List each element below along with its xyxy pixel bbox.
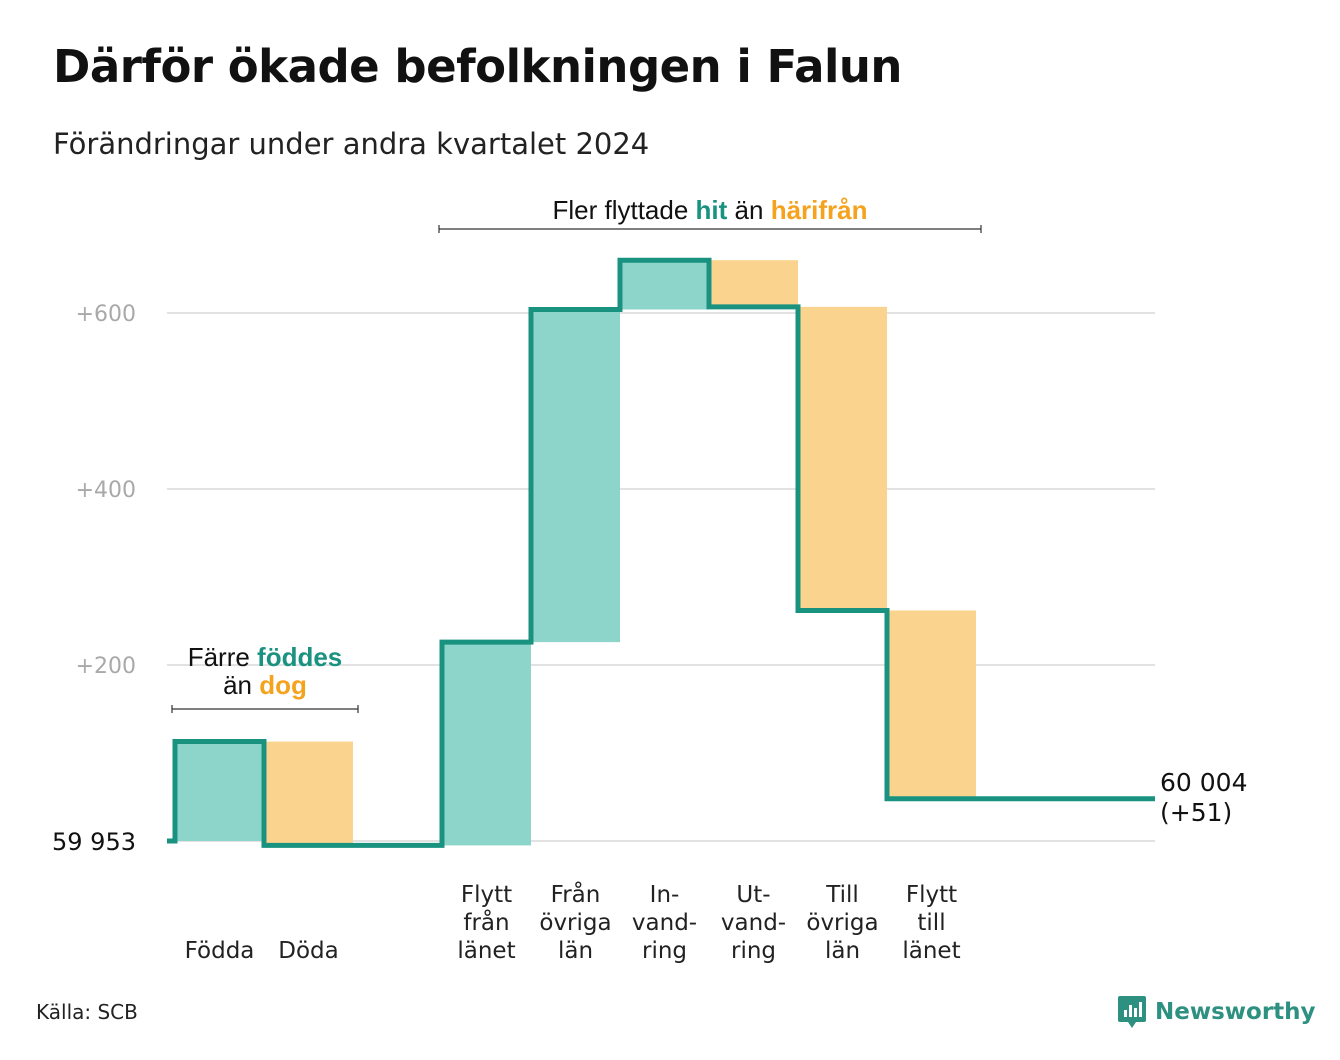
category-label: länet bbox=[902, 938, 960, 964]
newsworthy-logo-icon bbox=[1118, 996, 1146, 1028]
baseline-value-label: 59 953 bbox=[52, 828, 136, 856]
bar-decrease bbox=[709, 260, 798, 307]
final-value-label: 60 004 bbox=[1160, 768, 1247, 797]
category-label: Flytt bbox=[461, 882, 512, 908]
annotation-text-part: hit bbox=[696, 195, 728, 225]
category-label: In- bbox=[650, 882, 680, 908]
bar-decrease bbox=[264, 741, 353, 846]
category-label: län bbox=[558, 938, 593, 964]
annotation-text: än dog bbox=[223, 670, 307, 700]
category-label: vand- bbox=[721, 910, 786, 936]
newsworthy-logo-text: Newsworthy bbox=[1155, 999, 1316, 1025]
chart-title: Därför ökade befolkningen i Falun bbox=[53, 40, 902, 93]
category-label: Från bbox=[551, 880, 601, 908]
category-label: Ut- bbox=[736, 882, 770, 908]
annotation-text: Fler flyttade hit än härifrån bbox=[552, 195, 867, 225]
bar-increase bbox=[442, 642, 531, 846]
annotation-text-part: föddes bbox=[257, 642, 342, 672]
waterfall-chart: +200+400+600 Födda DödaFlyttfrånlänetFrån… bbox=[52, 195, 1247, 964]
y-tick-label: +400 bbox=[76, 478, 136, 503]
category-label: Döda bbox=[278, 938, 338, 964]
category-label: Flytt bbox=[906, 882, 957, 908]
category-label: länet bbox=[457, 938, 515, 964]
chart-subtitle: Förändringar under andra kvartalet 2024 bbox=[53, 127, 650, 161]
annotation-text-part: Färre bbox=[188, 642, 257, 672]
category-label: Födda bbox=[185, 938, 255, 964]
category-label: ring bbox=[731, 938, 776, 964]
cumulative-step-line bbox=[167, 257, 1155, 848]
newsworthy-logo: Newsworthy bbox=[1117, 994, 1316, 1030]
y-tick-label: +200 bbox=[76, 654, 136, 679]
bar-increase bbox=[175, 741, 264, 841]
category-label: vand- bbox=[632, 910, 697, 936]
source-note: Källa: SCB bbox=[36, 1000, 138, 1024]
y-tick-label: +600 bbox=[76, 302, 136, 327]
bar-decrease bbox=[887, 610, 976, 799]
annotation-text-part: härifrån bbox=[771, 195, 868, 225]
bar-increase bbox=[531, 309, 620, 643]
category-label: övriga bbox=[806, 910, 878, 936]
annotation-text: Färre föddes bbox=[188, 642, 343, 672]
category-label: övriga bbox=[539, 910, 611, 936]
annotation-text-part: än bbox=[223, 670, 259, 700]
annotation-text-part: Fler flyttade bbox=[552, 195, 695, 225]
category-label: ring bbox=[642, 938, 687, 964]
annotation-text-part: än bbox=[727, 195, 770, 225]
final-change-label: (+51) bbox=[1160, 798, 1232, 827]
bar-decrease bbox=[798, 306, 887, 611]
category-label: från bbox=[463, 908, 509, 936]
category-label: län bbox=[825, 938, 860, 964]
category-label: Till bbox=[825, 882, 859, 908]
bar-increase bbox=[620, 260, 709, 310]
category-label: till bbox=[917, 910, 945, 936]
annotation-text-part: dog bbox=[259, 670, 307, 700]
